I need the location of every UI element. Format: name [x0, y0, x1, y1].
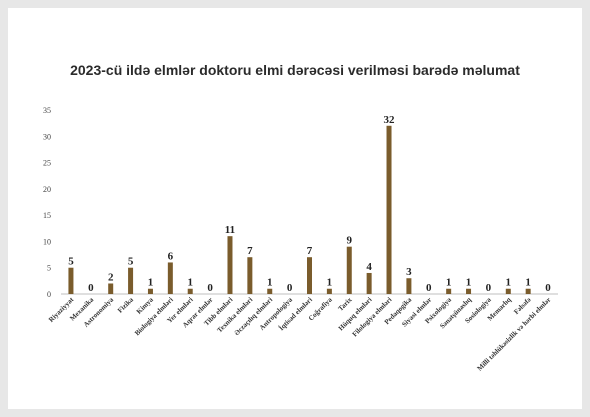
data-label: 11 — [225, 224, 235, 236]
bar — [267, 288, 273, 294]
data-label: 2 — [108, 271, 114, 283]
data-label: 1 — [187, 277, 193, 289]
y-axis: 0 5 10 15 20 25 30 35 — [43, 106, 51, 299]
chart-title: 2023-cü ildə elmlər doktoru elmi dərəcəs… — [70, 62, 520, 78]
bar — [326, 288, 332, 294]
bar — [386, 125, 392, 295]
data-label: 7 — [307, 245, 313, 257]
x-tick-label: Tarix — [337, 295, 354, 312]
data-label: 1 — [148, 277, 154, 289]
bar — [68, 267, 74, 294]
bar — [525, 288, 531, 294]
data-label: 5 — [128, 256, 134, 268]
chart-card — [8, 8, 582, 409]
bar — [346, 246, 352, 294]
bar — [128, 267, 134, 294]
bar — [307, 257, 312, 294]
bars — [68, 125, 531, 295]
data-label: 0 — [88, 282, 94, 294]
bar — [108, 283, 114, 294]
y-tick-label: 30 — [43, 132, 51, 141]
y-tick-label: 35 — [43, 106, 51, 115]
data-label: 3 — [406, 266, 412, 278]
y-tick-label: 20 — [43, 185, 51, 194]
y-tick-label: 15 — [43, 211, 51, 220]
bar — [466, 288, 472, 294]
bar — [187, 288, 193, 294]
data-label: 5 — [68, 256, 74, 268]
bar — [446, 288, 452, 294]
bar — [406, 278, 412, 294]
bar — [147, 288, 153, 294]
data-label: 1 — [327, 277, 333, 289]
bar — [247, 257, 253, 294]
data-label: 0 — [486, 282, 492, 294]
data-label: 1 — [446, 277, 452, 289]
data-label: 1 — [267, 277, 273, 289]
bar — [167, 262, 173, 294]
data-label: 6 — [168, 250, 174, 262]
data-label: 9 — [347, 235, 353, 247]
data-label: 0 — [287, 282, 293, 294]
y-tick-label: 25 — [43, 159, 51, 168]
data-label: 0 — [545, 282, 551, 294]
x-tick-label: Fizika — [116, 295, 135, 314]
data-label: 4 — [366, 261, 372, 273]
data-label: 1 — [525, 277, 531, 289]
bar — [366, 272, 372, 294]
bar — [505, 288, 511, 294]
data-label: 1 — [466, 277, 472, 289]
bar — [227, 236, 233, 294]
data-label: 0 — [207, 282, 213, 294]
data-label: 1 — [506, 277, 512, 289]
data-label: 32 — [384, 114, 396, 126]
data-label: 7 — [247, 245, 253, 257]
data-label: 0 — [426, 282, 432, 294]
y-tick-label: 5 — [47, 264, 51, 273]
y-tick-label: 10 — [43, 237, 51, 246]
y-tick-label: 0 — [47, 290, 51, 299]
